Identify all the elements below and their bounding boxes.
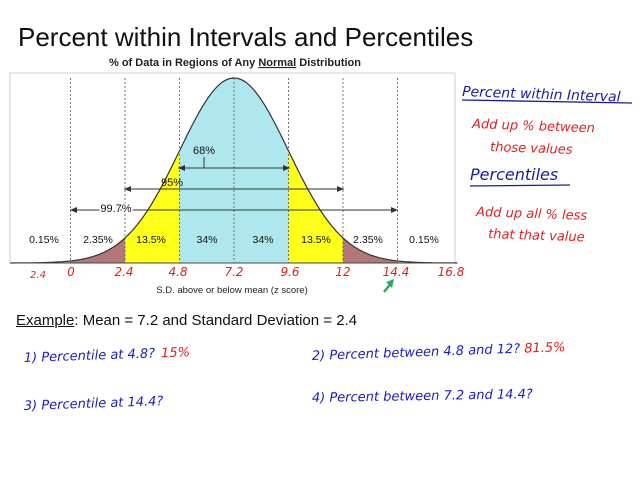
figure-title: % of Data in Regions of Any Normal Distr… xyxy=(109,57,361,69)
interval-99-7-label: 99.7% xyxy=(100,203,131,215)
region-outer-left xyxy=(70,238,125,263)
region-percent: 13.5% xyxy=(136,234,166,246)
region-percent: 0.15% xyxy=(409,234,439,246)
tick-value: 2.4 xyxy=(30,270,46,281)
arrow-icon xyxy=(383,279,394,293)
tick-value: 7.2 xyxy=(224,265,243,279)
question-2: 2) Percent between 4.8 and 12? 81.5% xyxy=(312,340,566,364)
note-percent-body: Add up % between xyxy=(471,117,595,136)
note-percentile-body: Add up all % less xyxy=(475,205,588,224)
interval-68-label: 68% xyxy=(193,145,215,157)
interval-68: 68% xyxy=(178,143,290,171)
example-label: Example xyxy=(16,312,75,329)
sd-lines xyxy=(70,78,398,263)
question-3: 3) Percentile at 14.4? xyxy=(24,394,164,414)
interval-99-7: 99.7% xyxy=(70,202,398,217)
interval-95-label: 95% xyxy=(161,177,183,189)
region-percent: 0.15% xyxy=(29,234,59,246)
question-4: 4) Percent between 7.2 and 14.4? xyxy=(312,387,533,406)
tick-value: 12 xyxy=(335,265,350,279)
note-underline xyxy=(461,99,633,104)
region-percent: 2.35% xyxy=(353,234,383,246)
region-outer-right xyxy=(343,238,398,263)
tick-value: 14.4 xyxy=(383,265,410,279)
example-line: Example: Mean = 7.2 and Standard Deviati… xyxy=(16,312,357,329)
axis-caption: S.D. above or below mean (z score) xyxy=(156,285,308,296)
note-percent-body: those values xyxy=(490,140,573,158)
tick-value: 4.8 xyxy=(168,265,187,279)
tick-value: 9.6 xyxy=(280,265,299,279)
question-1: 1) Percentile at 4.8? 15% xyxy=(24,345,191,366)
region-percent: 34% xyxy=(196,234,217,246)
tick-value: 2.4 xyxy=(114,265,133,279)
tick-value: 0 xyxy=(67,265,75,279)
interval-95: 95% xyxy=(124,177,344,192)
region-percent: 34% xyxy=(252,234,273,246)
tick-value: 16.8 xyxy=(438,265,465,279)
region-percent: 2.35% xyxy=(83,234,113,246)
slide-title: Percent within Intervals and Percentiles xyxy=(18,22,474,52)
note-percentile-heading: Percentiles xyxy=(470,165,558,184)
note-underline xyxy=(469,184,571,187)
region-percent: 13.5% xyxy=(301,234,331,246)
example-text: : Mean = 7.2 and Standard Deviation = 2.… xyxy=(74,312,358,329)
note-percentile-body: that that value xyxy=(488,227,585,245)
